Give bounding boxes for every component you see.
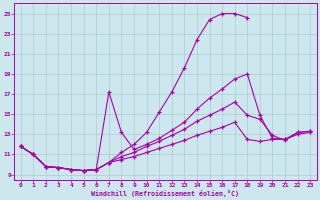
X-axis label: Windchill (Refroidissement éolien,°C): Windchill (Refroidissement éolien,°C) — [92, 190, 239, 197]
